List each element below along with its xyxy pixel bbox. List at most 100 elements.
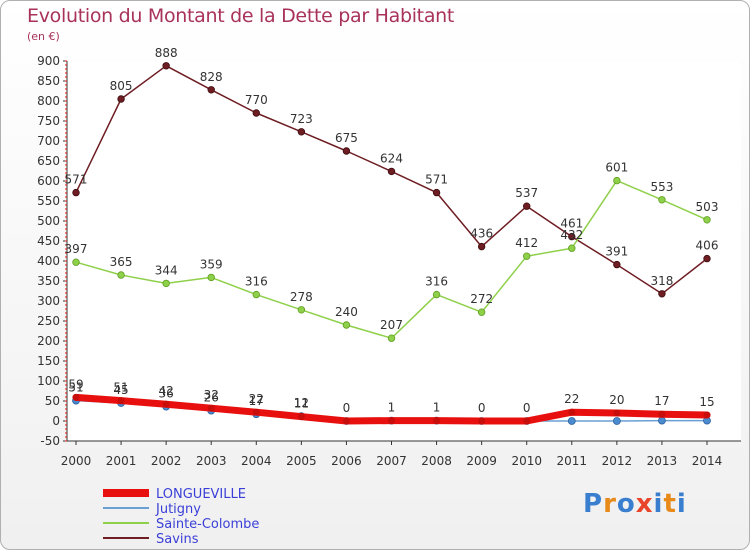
data-point xyxy=(342,147,351,155)
y-minor-tick xyxy=(65,232,67,234)
data-label: 318 xyxy=(650,274,673,288)
data-label: 571 xyxy=(425,173,448,187)
y-minor-tick xyxy=(65,396,67,398)
data-label: 805 xyxy=(110,79,133,93)
data-label: 0 xyxy=(343,401,351,415)
data-label: 391 xyxy=(605,245,628,259)
y-tick-label: 450 xyxy=(37,234,60,248)
y-tick-label: 100 xyxy=(37,374,60,388)
x-tick-label: 2011 xyxy=(557,454,588,468)
data-point xyxy=(612,417,621,425)
legend-entry: Sainte-Colombe xyxy=(103,517,259,532)
data-point xyxy=(658,196,666,204)
x-tick-label: 2000 xyxy=(61,454,92,468)
data-label: 601 xyxy=(605,161,628,175)
data-label: 240 xyxy=(335,305,358,319)
y-minor-tick xyxy=(65,196,67,198)
y-minor-tick xyxy=(65,188,67,190)
data-label: 316 xyxy=(425,275,448,289)
y-tick-label: 650 xyxy=(37,154,60,168)
y-minor-tick xyxy=(65,148,67,150)
data-label: 51 xyxy=(113,381,128,395)
data-label: 344 xyxy=(155,263,178,277)
data-label: 461 xyxy=(560,217,583,231)
data-label: 553 xyxy=(650,180,673,194)
data-point xyxy=(568,232,576,241)
data-label: 278 xyxy=(290,290,313,304)
y-tick-label: 900 xyxy=(37,54,60,68)
y-minor-tick xyxy=(65,220,67,222)
data-label: 15 xyxy=(699,395,714,409)
y-minor-tick xyxy=(65,152,67,154)
data-point xyxy=(523,417,531,425)
data-point xyxy=(207,404,215,412)
data-point xyxy=(613,409,621,417)
x-tick-label: 2002 xyxy=(151,454,182,468)
y-tick-label: 850 xyxy=(37,74,60,88)
data-point xyxy=(72,188,80,197)
plot-area xyxy=(67,61,741,441)
data-point xyxy=(252,408,260,416)
y-minor-tick xyxy=(65,156,67,158)
data-point xyxy=(523,252,531,260)
y-tick-label: 600 xyxy=(37,174,60,188)
data-label: 207 xyxy=(380,318,403,332)
data-point xyxy=(432,188,441,197)
y-minor-tick xyxy=(65,128,67,130)
y-minor-tick xyxy=(65,100,67,102)
data-point xyxy=(387,167,396,176)
y-minor-tick xyxy=(65,280,67,282)
data-label: 675 xyxy=(335,131,358,145)
y-minor-tick xyxy=(65,312,67,314)
y-minor-tick xyxy=(65,112,67,114)
y-minor-tick xyxy=(65,352,67,354)
y-minor-tick xyxy=(65,332,67,334)
legend-entry: Savins xyxy=(103,532,199,547)
data-label: 17 xyxy=(654,394,669,408)
data-label: 828 xyxy=(200,70,223,84)
y-minor-tick xyxy=(65,252,67,254)
data-label: 537 xyxy=(515,186,538,200)
y-minor-tick xyxy=(65,88,67,90)
y-minor-tick xyxy=(65,428,67,430)
data-label: 22 xyxy=(564,392,579,406)
data-label: 45 xyxy=(113,383,128,397)
data-label: 503 xyxy=(696,200,719,214)
x-tick-label: 2014 xyxy=(692,454,723,468)
y-minor-tick xyxy=(65,440,67,442)
data-point xyxy=(162,400,170,408)
data-label: 888 xyxy=(155,46,178,60)
logo-letter: o xyxy=(616,489,636,519)
legend-label: Jutigny xyxy=(155,502,201,517)
series-sainte-colombe: 397 365 344 359 316 278 240 207 316 272 412 432 601 5… xyxy=(65,161,719,342)
y-minor-tick xyxy=(65,264,67,266)
y-minor-tick xyxy=(65,204,67,206)
y-minor-tick xyxy=(65,92,67,94)
data-point xyxy=(297,413,305,421)
y-tick-label: 700 xyxy=(37,134,60,148)
data-label: 770 xyxy=(245,93,268,107)
y-minor-tick xyxy=(65,64,67,66)
y-minor-tick xyxy=(65,124,67,126)
y-minor-tick xyxy=(65,368,67,370)
y-minor-tick xyxy=(65,260,67,262)
data-label: 22 xyxy=(249,392,264,406)
y-minor-tick xyxy=(65,184,67,186)
y-minor-tick xyxy=(65,108,67,110)
y-minor-tick xyxy=(65,344,67,346)
data-point xyxy=(252,109,260,117)
y-minor-tick xyxy=(65,424,67,426)
data-point xyxy=(72,258,80,266)
y-minor-tick xyxy=(65,160,67,162)
x-tick-label: 2010 xyxy=(511,454,542,468)
data-point xyxy=(703,216,711,224)
data-point xyxy=(162,279,170,288)
legend-label: LONGUEVILLE xyxy=(156,487,246,502)
logo-letter: x xyxy=(635,489,654,519)
x-tick-label: 2005 xyxy=(286,454,317,468)
y-minor-tick xyxy=(65,144,67,146)
y-tick-label: 550 xyxy=(37,194,60,208)
data-point xyxy=(117,397,125,405)
